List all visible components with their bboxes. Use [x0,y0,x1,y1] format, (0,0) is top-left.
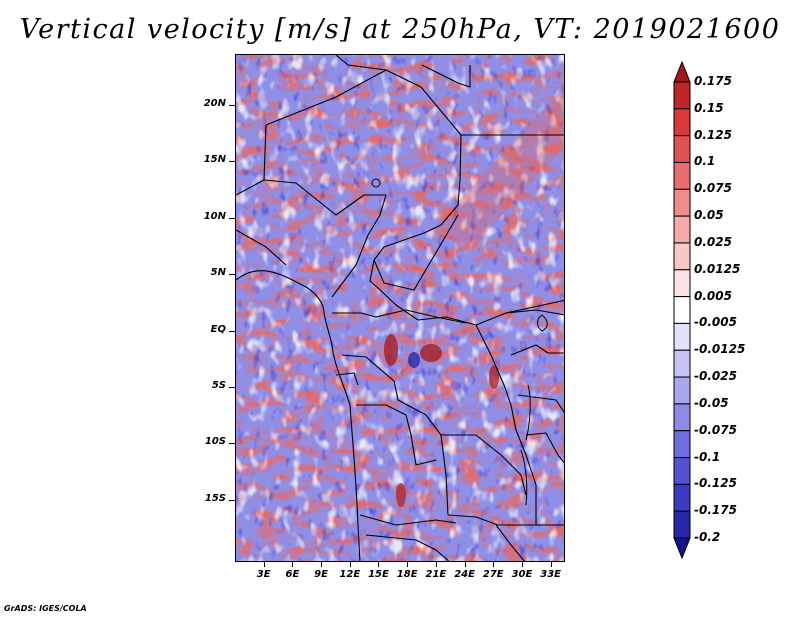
colorbar-segment [673,510,691,539]
lon-tick-label: 21E [425,569,447,580]
lat-tick-mark [229,387,235,389]
colorbar-label: 0.175 [694,74,732,88]
lon-tick-mark [292,562,294,567]
lon-tick-mark [550,562,552,567]
colorbar-label: 0.15 [694,100,724,115]
colorbar-label: 0.125 [694,127,732,142]
map-plot-area [235,54,565,562]
country-borders [236,55,564,561]
lakes [371,178,548,506]
colorbar-label: -0.125 [694,476,737,491]
lon-tick-label: 18E [396,569,418,580]
colorbar-segment [673,403,691,432]
lon-tick-mark [378,562,380,567]
colorbar-segment [673,349,691,378]
vertical-velocity-map [236,55,564,561]
convection-spots [384,334,499,507]
lat-tick-label: 15N [203,154,226,166]
colorbar-label: -0.1 [694,449,721,464]
colorbar-segment [673,269,691,298]
colorbar-segment [673,457,691,485]
lon-tick-label: 24E [454,569,475,580]
colorbar-label: 0.1 [694,154,716,169]
colorbar-bottom-arrow [673,537,691,560]
colorbar-label: -0.005 [694,315,737,330]
colorbar-label: 0.05 [694,208,724,223]
lon-tick-mark [435,562,437,567]
lon-tick-label: 27E [482,569,504,580]
colorbar-segment [673,188,691,217]
lat-tick-label: 20N [203,97,226,109]
lat-tick-label: 5S [211,380,226,392]
lat-tick-label: 10S [204,436,226,448]
colorbar-label: -0.0125 [694,342,746,357]
colorbar-label: -0.2 [694,530,721,544]
lon-tick-mark [321,562,323,567]
lon-tick-label: 9E [314,569,328,580]
lat-tick-mark [229,217,235,219]
lat-tick-mark [229,330,235,332]
lat-tick-label: 5N [210,267,226,279]
lon-tick-mark [407,562,409,567]
colorbar-label: -0.05 [694,395,729,410]
lon-tick-mark [464,562,466,567]
lat-tick-label: 10N [203,210,226,222]
colorbar-segment [673,161,691,190]
lon-tick-mark [263,562,265,567]
colorbar-label: -0.025 [694,369,737,384]
colorbar-label: 0.0125 [694,261,741,276]
colorbar-segment [673,483,691,512]
lon-tick-label: 3E [256,569,271,580]
lat-tick-label: 15S [204,492,226,504]
colorbar [673,60,691,560]
lat-tick-label: EQ [210,323,226,335]
lon-tick-mark [493,562,495,567]
lon-tick-mark [349,562,351,567]
colorbar-segment [673,135,691,163]
lon-tick-label: 6E [285,569,300,580]
lat-tick-mark [229,443,235,445]
lat-tick-mark [229,161,235,163]
lon-tick-mark [521,562,523,567]
colorbar-segment [673,376,691,405]
colorbar-segment [673,215,691,244]
colorbar-label: 0.075 [694,181,732,196]
lon-tick-label: 15E [368,569,389,580]
lat-tick-mark [229,104,235,106]
jet-streak-region [436,87,564,255]
colorbar-top-arrow [673,60,691,83]
lat-tick-mark [229,274,235,276]
lat-tick-mark [229,499,235,501]
colorbar-segment [673,81,691,110]
colorbar-label: 0.025 [694,234,732,249]
colorbar-label: 0.005 [694,288,732,303]
colorbar-segment [673,322,691,351]
colorbar-label: -0.175 [694,503,737,518]
lon-tick-label: 30E [511,569,533,580]
grads-credit: GrADS: IGES/COLA [4,604,87,613]
colorbar-label: -0.075 [694,422,737,437]
lon-tick-label: 12E [339,569,361,580]
colorbar-segment [673,242,691,271]
colorbar-segment [673,296,691,324]
lon-tick-label: 33E [540,569,562,580]
colorbar-segment [673,108,691,137]
chart-title: Vertical velocity [m/s] at 250hPa, VT: 2… [19,14,781,45]
colorbar-segment [673,430,691,459]
